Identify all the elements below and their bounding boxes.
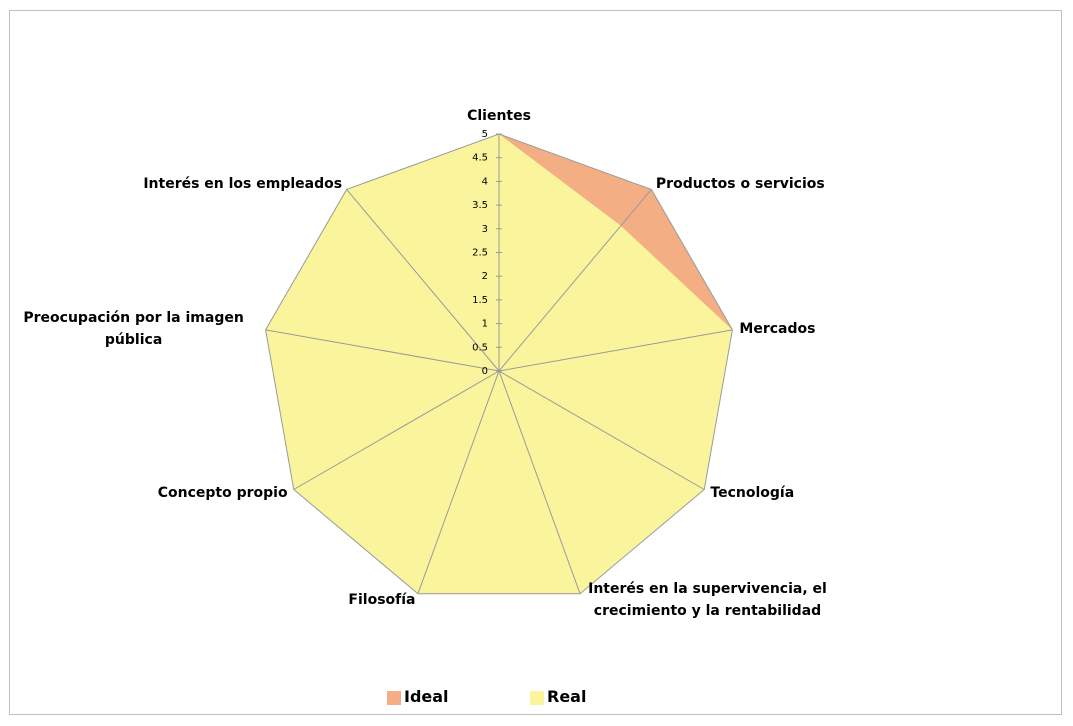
spoke (293, 370, 500, 490)
r-tick-label: 2.5 (472, 248, 488, 259)
r-tick-label: 2 (482, 271, 488, 282)
spoke (346, 189, 500, 372)
r-tick-label: 4 (482, 176, 488, 187)
category-label: Interés en la supervivencia, el crecimie… (588, 581, 827, 620)
category-label: Preocupación por la imagen pública (23, 309, 244, 348)
r-tick-label: 3 (482, 224, 488, 235)
r-tick-label: 0 (482, 366, 488, 377)
spoke (498, 329, 733, 372)
r-tick-label: 0.5 (472, 342, 488, 353)
legend-swatch (387, 691, 401, 705)
category-label: Tecnología (710, 485, 795, 502)
category-label: Interés en los empleados (143, 176, 343, 192)
spoke (417, 370, 500, 594)
legend-label: Real (547, 687, 587, 706)
category-label: Filosofía (348, 592, 416, 609)
category-label: Productos o servicios (655, 176, 825, 192)
r-tick-label: 5 (482, 129, 488, 140)
spoke (498, 189, 652, 372)
category-label: Clientes (467, 107, 531, 124)
spoke (265, 329, 500, 372)
category-label: Mercados (739, 320, 816, 337)
spoke (498, 370, 705, 490)
r-tick-label: 3.5 (472, 200, 488, 211)
category-label: Concepto propio (157, 485, 288, 502)
outer-grid (265, 133, 733, 595)
r-tick-label: 4.5 (472, 153, 488, 164)
r-tick-label: 1 (482, 319, 488, 330)
legend-label: Ideal (404, 687, 449, 706)
spoke (498, 370, 581, 594)
legend-swatch (530, 691, 544, 705)
r-tick-label: 1.5 (472, 295, 488, 306)
chart-frame (9, 10, 1062, 715)
